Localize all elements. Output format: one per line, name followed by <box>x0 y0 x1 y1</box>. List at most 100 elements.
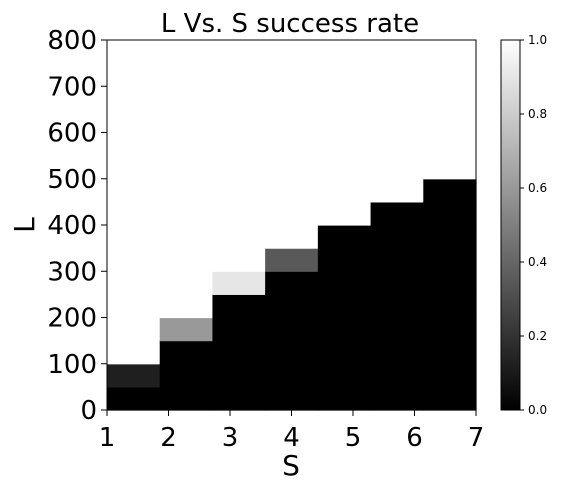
heatmap-cell <box>317 363 372 388</box>
heatmap-cell <box>317 155 372 180</box>
x-axis-ticks: 1 2 3 4 5 6 7 <box>99 410 485 453</box>
heatmap-cell <box>370 40 424 64</box>
heatmap-cell <box>212 386 266 411</box>
heatmap-cell <box>107 248 161 272</box>
heatmap-cell <box>317 109 372 134</box>
heatmap-cell <box>159 225 214 249</box>
heatmap-cell <box>265 386 319 411</box>
heatmap-cell <box>159 340 214 365</box>
colorbar-tick-label: 0.2 <box>528 329 547 343</box>
heatmap-cell <box>107 294 161 319</box>
heatmap-cell <box>423 201 477 226</box>
colorbar-tick-label: 0.6 <box>528 181 547 195</box>
heatmap-cell <box>265 363 319 388</box>
heatmap-cell <box>423 363 477 388</box>
x-tick-label: 6 <box>406 423 423 453</box>
heatmap-cell <box>159 271 214 295</box>
heatmap-cell <box>423 340 477 365</box>
heatmap-cell <box>317 132 372 157</box>
heatmap-cell <box>370 132 424 157</box>
y-tick-label: 500 <box>47 165 97 195</box>
heatmap-cell <box>317 201 372 226</box>
heatmap-cell <box>265 271 319 295</box>
heatmap-cell <box>423 40 477 64</box>
heatmap-cell <box>212 225 266 249</box>
heatmap-cell <box>107 132 161 157</box>
heatmap-cell <box>370 86 424 110</box>
heatmap-cell <box>423 225 477 249</box>
heatmap-cell <box>107 155 161 180</box>
x-tick-label: 1 <box>99 423 116 453</box>
heatmap-cell <box>265 109 319 134</box>
heatmap-cell <box>212 201 266 226</box>
y-axis-label: L <box>8 217 41 233</box>
heatmap-cell <box>370 225 424 249</box>
heatmap-cell <box>370 109 424 134</box>
heatmap-cell <box>212 155 266 180</box>
colorbar-tick-label: 0.0 <box>528 403 547 417</box>
colorbar <box>500 39 521 411</box>
colorbar-ticks: 0.0 0.2 0.4 0.6 0.8 1.0 <box>520 33 547 417</box>
colorbar-tick-label: 1.0 <box>528 33 547 47</box>
heatmap-cell <box>370 63 424 87</box>
heatmap-cell <box>423 155 477 180</box>
heatmap-cell <box>107 201 161 226</box>
heatmap-cell <box>159 132 214 157</box>
heatmap-cell <box>159 109 214 134</box>
heatmap-cell <box>423 317 477 342</box>
heatmap-cell <box>212 178 266 203</box>
heatmap-cell <box>423 86 477 110</box>
heatmap-cell <box>107 271 161 295</box>
heatmap-cell <box>107 109 161 134</box>
heatmap-cell <box>423 248 477 272</box>
heatmap-cell <box>423 178 477 203</box>
heatmap-cell <box>212 294 266 319</box>
y-tick-label: 300 <box>47 257 97 287</box>
heatmap-cell <box>265 201 319 226</box>
heatmap-cell <box>370 201 424 226</box>
y-tick-label: 200 <box>47 304 97 334</box>
heatmap-cell <box>317 86 372 110</box>
heatmap-cell <box>159 248 214 272</box>
heatmap-cell <box>212 340 266 365</box>
heatmap-cell <box>212 363 266 388</box>
colorbar-tick-label: 0.4 <box>528 255 547 269</box>
heatmap-cell <box>370 248 424 272</box>
x-axis-label: S <box>282 449 300 482</box>
heatmap-cell <box>159 363 214 388</box>
heatmap-cell <box>370 363 424 388</box>
heatmap-cell <box>159 317 214 342</box>
x-tick-label: 7 <box>468 423 485 453</box>
heatmap-cell <box>159 178 214 203</box>
heatmap-cell <box>159 294 214 319</box>
heatmap-cell <box>265 63 319 87</box>
y-axis-ticks: 0 100 200 300 400 500 600 700 800 <box>47 26 107 426</box>
heatmap-cell <box>265 132 319 157</box>
x-tick-label: 5 <box>345 423 362 453</box>
y-tick-label: 400 <box>47 211 97 241</box>
heatmap-cell <box>317 271 372 295</box>
y-tick-label: 700 <box>47 72 97 102</box>
heatmap-cell <box>370 271 424 295</box>
heatmap-cell <box>212 248 266 272</box>
heatmap-cell <box>370 294 424 319</box>
heatmap-cell <box>423 386 477 411</box>
heatmap-cell <box>265 340 319 365</box>
heatmap-cell <box>317 178 372 203</box>
heatmap-cell <box>107 225 161 249</box>
chart-title: L Vs. S success rate <box>161 9 419 39</box>
heatmap-cell <box>370 340 424 365</box>
heatmap-cell <box>212 40 266 64</box>
heatmap-cell <box>107 40 161 64</box>
heatmap-cell <box>107 317 161 342</box>
heatmap-cell <box>212 86 266 110</box>
heatmap-cell <box>423 109 477 134</box>
y-tick-label: 100 <box>47 350 97 380</box>
heatmap-cell <box>265 225 319 249</box>
heatmap-cell <box>107 386 161 411</box>
heatmap-cell <box>212 109 266 134</box>
y-tick-label: 0 <box>80 396 97 426</box>
heatmap-cell <box>370 178 424 203</box>
heatmap-cell <box>159 155 214 180</box>
